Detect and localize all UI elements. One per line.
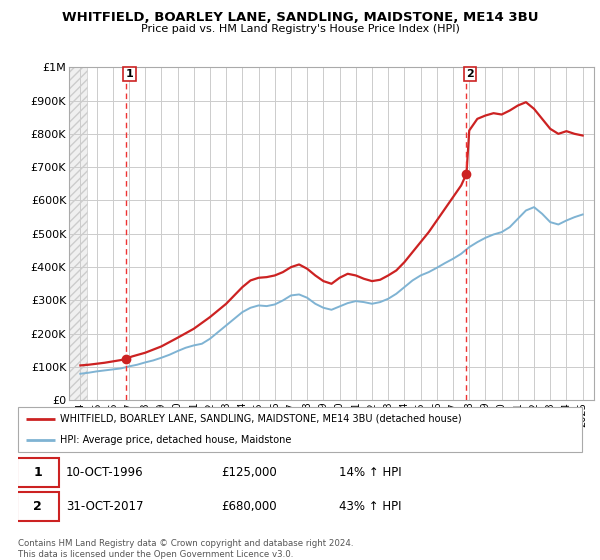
FancyBboxPatch shape: [17, 458, 59, 487]
Text: £680,000: £680,000: [221, 500, 277, 513]
Text: WHITFIELD, BOARLEY LANE, SANDLING, MAIDSTONE, ME14 3BU (detached house): WHITFIELD, BOARLEY LANE, SANDLING, MAIDS…: [60, 414, 462, 424]
Text: 43% ↑ HPI: 43% ↑ HPI: [340, 500, 402, 513]
Text: 2: 2: [466, 69, 474, 79]
Text: 1: 1: [34, 466, 42, 479]
Text: 10-OCT-1996: 10-OCT-1996: [66, 466, 143, 479]
Text: £125,000: £125,000: [221, 466, 277, 479]
Text: 2: 2: [34, 500, 42, 513]
Text: 14% ↑ HPI: 14% ↑ HPI: [340, 466, 402, 479]
Text: 31-OCT-2017: 31-OCT-2017: [66, 500, 143, 513]
Text: 1: 1: [125, 69, 133, 79]
Text: WHITFIELD, BOARLEY LANE, SANDLING, MAIDSTONE, ME14 3BU: WHITFIELD, BOARLEY LANE, SANDLING, MAIDS…: [62, 11, 538, 24]
FancyBboxPatch shape: [17, 492, 59, 521]
Text: HPI: Average price, detached house, Maidstone: HPI: Average price, detached house, Maid…: [60, 435, 292, 445]
Text: Contains HM Land Registry data © Crown copyright and database right 2024.
This d: Contains HM Land Registry data © Crown c…: [18, 539, 353, 559]
Text: Price paid vs. HM Land Registry's House Price Index (HPI): Price paid vs. HM Land Registry's House …: [140, 24, 460, 34]
